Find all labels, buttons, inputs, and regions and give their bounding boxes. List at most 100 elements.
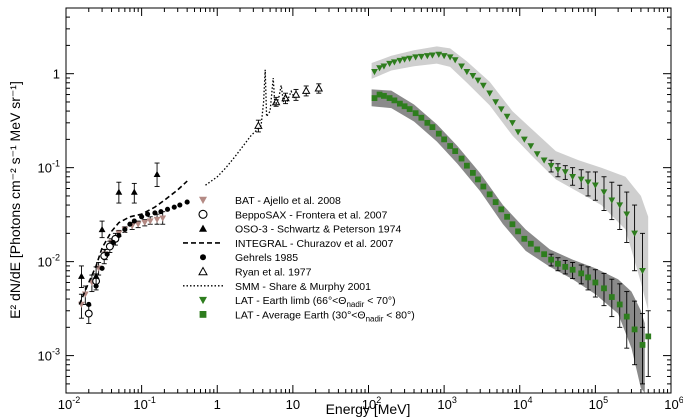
data-point <box>396 100 403 107</box>
y-tick-label: 10-2 <box>38 253 60 270</box>
data-point <box>569 266 576 273</box>
data-point <box>376 65 383 72</box>
data-point <box>585 274 591 281</box>
data-point <box>381 93 387 99</box>
data-point <box>92 272 100 279</box>
data-point <box>435 51 443 58</box>
y-axis-title: E² dN/dE [Photons cm⁻² s⁻¹ MeV sr⁻¹] <box>7 81 23 319</box>
data-point <box>99 265 105 271</box>
data-point <box>446 54 454 61</box>
data-point <box>423 53 431 60</box>
x-tick-label: 104 <box>513 395 532 412</box>
data-point <box>631 326 638 333</box>
data-point <box>417 53 425 60</box>
legend-swatch <box>199 311 207 318</box>
data-point <box>139 214 145 220</box>
data-point <box>561 169 569 176</box>
ticks-layer: 10-2 10-1 1 10 102 103 104 105 106 10-3 10-2 10-1 1 <box>38 7 683 412</box>
data-point <box>541 251 548 258</box>
data-point <box>631 230 638 237</box>
data-point <box>158 209 164 215</box>
data-point <box>540 157 548 164</box>
data-point <box>84 309 93 318</box>
x-tick-label: 10-2 <box>58 395 80 412</box>
legend-item-5: Ryan et al. 1977 <box>198 266 312 279</box>
data-point <box>463 68 471 76</box>
x-tick-label: 103 <box>437 395 456 412</box>
series-0 <box>78 211 167 319</box>
legend-label: BAT - Ajello et al. 2008 <box>235 195 341 207</box>
data-point <box>623 211 631 218</box>
legend-label: Gehrels 1985 <box>235 252 298 264</box>
data-point <box>486 90 494 97</box>
data-point <box>608 197 616 204</box>
data-point <box>515 228 521 235</box>
x-axis-title: Energy [MeV] <box>326 401 411 417</box>
data-point <box>498 206 505 213</box>
data-point <box>131 218 137 224</box>
legend-label: SMM - Share & Murphy 2001 <box>235 281 371 293</box>
data-point <box>458 63 465 70</box>
data-point <box>418 114 425 121</box>
x-tick-label: 102 <box>362 395 381 412</box>
data-point <box>547 162 555 170</box>
data-point <box>171 204 177 210</box>
series-7 <box>371 51 646 328</box>
bands-layer <box>371 46 649 394</box>
data-point <box>591 182 599 189</box>
legend-item-3: INTEGRAL - Churazov et al. 2007 <box>183 238 394 250</box>
data-point <box>78 272 85 279</box>
data-point <box>464 162 470 169</box>
legend-swatch <box>200 254 206 261</box>
data-point <box>391 97 398 104</box>
data-point <box>386 95 393 101</box>
data-point <box>86 301 92 308</box>
x-tick-label: 10-1 <box>133 395 155 412</box>
x-tick-label: 1 <box>214 397 221 412</box>
legend-item-6: SMM - Share & Murphy 2001 <box>183 281 371 293</box>
data-point <box>93 283 99 289</box>
data-point <box>569 174 577 181</box>
data-point <box>406 106 413 112</box>
y-tick-label: 10-1 <box>38 159 60 176</box>
data-point <box>447 143 454 149</box>
data-point <box>509 120 516 127</box>
data-point <box>401 103 408 110</box>
y-tick-label: 10-3 <box>38 347 60 364</box>
data-point <box>562 263 569 270</box>
data-point <box>509 221 516 228</box>
legend-label: BeppoSAX - Frontera et al. 2007 <box>235 209 388 221</box>
data-point <box>396 57 404 64</box>
legend-swatch <box>199 224 207 232</box>
data-point <box>152 210 158 216</box>
data-point <box>639 342 646 348</box>
data-point <box>577 176 585 183</box>
data-point <box>390 59 398 66</box>
data-point <box>452 148 459 154</box>
legend: BAT - Ajello et al. 2008 BeppoSAX - Front… <box>183 195 415 323</box>
legend-item-8: LAT - Average Earth (30°<Θnadir < 80°) <box>199 309 415 323</box>
series-4 <box>86 199 190 308</box>
data-point <box>451 57 459 64</box>
legend-label: INTEGRAL - Churazov et al. 2007 <box>235 238 394 250</box>
data-point <box>441 136 448 143</box>
data-point <box>527 143 535 150</box>
series-layer <box>78 51 652 385</box>
series-8 <box>371 91 652 385</box>
legend-item-2: OSO-3 - Schwartz & Peterson 1974 <box>199 224 401 236</box>
legend-item-0: BAT - Ajello et al. 2008 <box>199 195 341 207</box>
data-point <box>429 124 436 131</box>
legend-swatch <box>199 296 207 305</box>
data-point <box>645 333 652 340</box>
legend-label: LAT - Average Earth (30°<Θnadir < 80°) <box>235 309 415 323</box>
data-point <box>115 188 123 195</box>
data-point <box>371 68 378 76</box>
data-point <box>424 119 431 126</box>
data-point <box>177 202 183 208</box>
y-tick-label: 1 <box>53 67 60 82</box>
data-point <box>130 188 138 195</box>
legend-item-4: Gehrels 1985 <box>200 252 298 264</box>
data-point <box>141 219 149 227</box>
data-point <box>380 63 388 70</box>
data-point <box>291 90 301 98</box>
